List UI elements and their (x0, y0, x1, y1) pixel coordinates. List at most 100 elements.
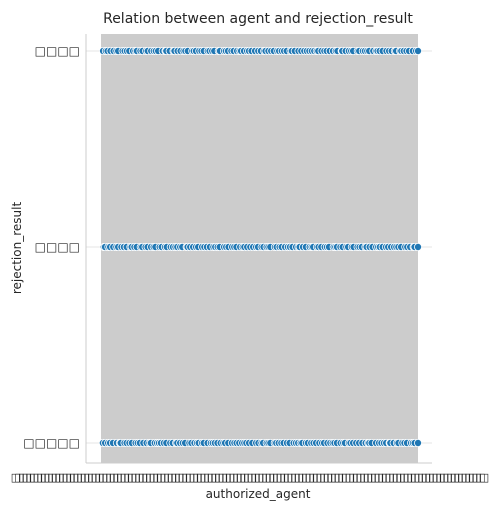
x-tick-label: □ (207, 471, 217, 484)
x-tick-label: □ (170, 471, 180, 484)
x-tick-label: □ (221, 471, 231, 484)
y-tick-label-1: □□□□ (35, 240, 80, 254)
x-tick-label: □ (337, 471, 347, 484)
x-tick-label: □ (134, 471, 144, 484)
x-tick-label: □ (192, 471, 202, 484)
x-tick-label: □ (450, 471, 460, 484)
x-tick-label: □ (214, 471, 224, 484)
x-tick-label: □ (218, 471, 228, 484)
x-tick-label: □ (87, 471, 97, 484)
x-tick-label: □ (152, 471, 162, 484)
y-tick-label-2: □□□□□ (23, 436, 80, 450)
x-tick-label: □ (370, 471, 380, 484)
x-tick-label: □ (54, 471, 64, 484)
x-tick-label: □ (413, 471, 423, 484)
x-tick-label: □ (72, 471, 82, 484)
data-point (413, 47, 422, 56)
x-tick-label: □ (268, 471, 278, 484)
x-tick-label: □ (421, 471, 431, 484)
x-tick-label: □ (250, 471, 260, 484)
x-tick-label: □ (472, 471, 482, 484)
x-tick-label: □ (254, 471, 264, 484)
x-tick-label: □ (392, 471, 402, 484)
x-tick-label: □ (127, 471, 137, 484)
x-tick-label: □ (22, 471, 32, 484)
x-tick-label: □ (312, 471, 322, 484)
x-tick-label: □ (69, 471, 79, 484)
x-tick-label: □ (468, 471, 478, 484)
x-tick-label: □ (18, 471, 28, 484)
x-tick-label: □ (443, 471, 453, 484)
x-tick-label: □ (359, 471, 369, 484)
x-tick-label: □ (236, 471, 246, 484)
x-tick-label: □ (47, 471, 57, 484)
x-tick-label: □ (406, 471, 416, 484)
x-tick-label: □ (225, 471, 235, 484)
x-tick-label: □ (76, 471, 86, 484)
x-tick-label: □ (83, 471, 93, 484)
x-tick-label: □ (479, 471, 489, 484)
x-tick-label: □ (247, 471, 257, 484)
x-tick-label: □ (334, 471, 344, 484)
x-tick-label: □ (98, 471, 108, 484)
x-tick-label: □ (138, 471, 148, 484)
x-tick-label: □ (58, 471, 68, 484)
x-tick-label: □ (257, 471, 267, 484)
x-tick-label: □ (330, 471, 340, 484)
y-tick-label-0: □□□□ (35, 44, 80, 58)
x-tick-label: □ (279, 471, 289, 484)
x-tick-label: □ (287, 471, 297, 484)
x-tick-label: □ (243, 471, 253, 484)
x-tick-label: □ (149, 471, 159, 484)
x-tick-label: □ (163, 471, 173, 484)
x-tick-label: □ (25, 471, 35, 484)
x-tick-label: □ (91, 471, 101, 484)
x-tick-label: □ (345, 471, 355, 484)
y-axis-label: rejection_result (10, 202, 24, 295)
x-tick-label: □ (112, 471, 122, 484)
x-tick-label: □ (65, 471, 75, 484)
x-tick-label: □ (428, 471, 438, 484)
x-tick-label: □ (457, 471, 467, 484)
x-tick-label: □ (377, 471, 387, 484)
x-tick-label: □ (410, 471, 420, 484)
x-tick-label: □ (388, 471, 398, 484)
x-tick-label: □ (435, 471, 445, 484)
x-tick-label: □ (272, 471, 282, 484)
x-tick-label: □ (294, 471, 304, 484)
x-tick-label: □ (265, 471, 275, 484)
x-tick-label: □ (156, 471, 166, 484)
x-tick-label: □ (80, 471, 90, 484)
x-tick-label: □ (352, 471, 362, 484)
x-tick-label: □ (160, 471, 170, 484)
x-tick-label: □ (464, 471, 474, 484)
data-point (413, 242, 422, 251)
x-tick-labels: □□□□□□□□□□□□□□□□□□□□□□□□□□□□□□□□□□□□□□□□… (11, 471, 489, 484)
x-tick-label: □ (323, 471, 333, 484)
x-tick-label: □ (261, 471, 271, 484)
x-tick-label: □ (210, 471, 220, 484)
x-tick-label: □ (189, 471, 199, 484)
x-tick-label: □ (120, 471, 130, 484)
x-axis-label: authorized_agent (206, 487, 311, 501)
x-tick-label: □ (174, 471, 184, 484)
data-points (98, 47, 422, 447)
x-tick-label: □ (399, 471, 409, 484)
data-point (413, 438, 422, 447)
plot-area: □□□□□□□□□□□□□ □□□□□□□□□□□□□□□□□□□□□□□□□□… (11, 34, 489, 484)
x-tick-label: □ (301, 471, 311, 484)
x-tick-label: □ (196, 471, 206, 484)
x-tick-label: □ (319, 471, 329, 484)
x-tick-label: □ (276, 471, 286, 484)
chart-title: Relation between agent and rejection_res… (103, 11, 413, 27)
x-tick-label: □ (432, 471, 442, 484)
x-tick-label: □ (29, 471, 39, 484)
x-tick-label: □ (316, 471, 326, 484)
x-tick-label: □ (43, 471, 53, 484)
x-tick-label: □ (116, 471, 126, 484)
x-tick-label: □ (239, 471, 249, 484)
x-tick-label: □ (355, 471, 365, 484)
x-tick-label: □ (105, 471, 115, 484)
x-tick-label: □ (36, 471, 46, 484)
x-tick-label: □ (123, 471, 133, 484)
